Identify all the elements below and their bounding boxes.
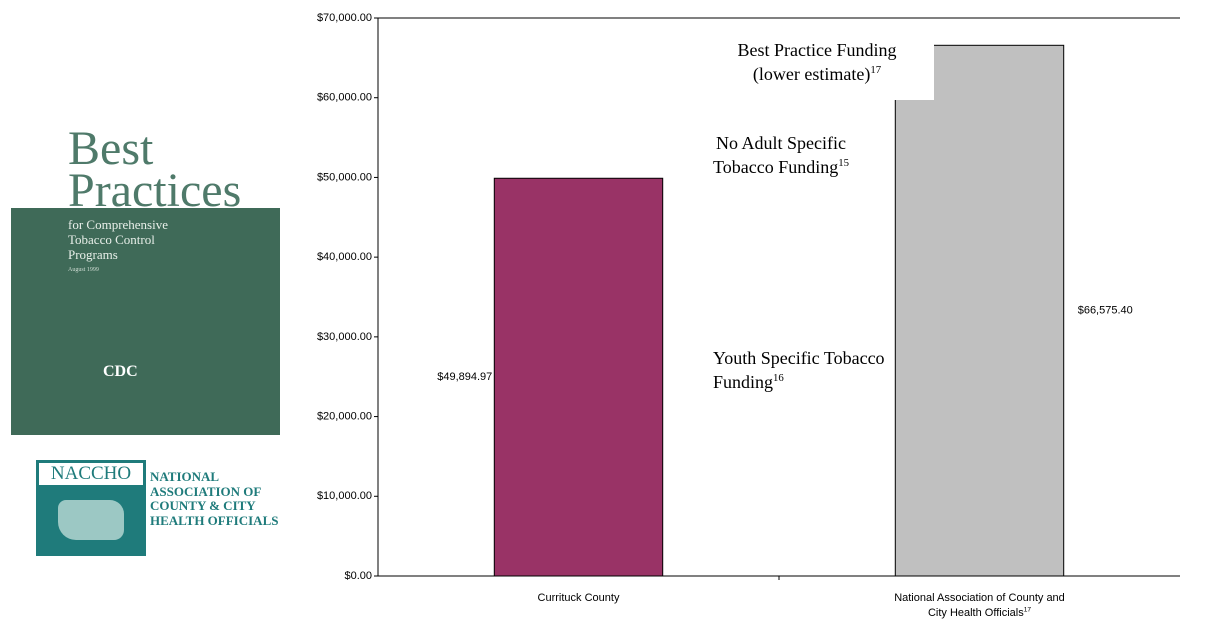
- category-note: 17: [1023, 606, 1032, 614]
- annotation: Best Practice Funding (lower estimate)17: [717, 38, 917, 86]
- logo-name: NATIONAL ASSOCIATION OF COUNTY & CITY HE…: [150, 469, 279, 528]
- bar: [894, 44, 1065, 577]
- annotation-note: 15: [838, 157, 849, 169]
- logo-map: [58, 500, 124, 540]
- x-tick-label: National Association of County and City …: [885, 591, 1075, 621]
- y-tick-label: $60,000.00: [317, 92, 372, 104]
- x-tick-label: Currituck County: [484, 591, 674, 606]
- y-tick-label: $0.00: [344, 570, 372, 582]
- annotation-box: [712, 36, 934, 100]
- bar: [493, 177, 664, 577]
- annotation-note: 16: [773, 372, 784, 384]
- value-label: $49,894.97: [437, 371, 492, 383]
- annotation-note: 17: [870, 64, 882, 76]
- annotation: Youth Specific Tobacco Funding16: [713, 346, 913, 394]
- y-tick-label: $30,000.00: [317, 331, 372, 343]
- y-tick-label: $70,000.00: [317, 12, 372, 24]
- cover-date: August 1999: [68, 267, 99, 273]
- cover-title: Practices: [68, 164, 242, 217]
- y-tick-label: $20,000.00: [317, 410, 372, 422]
- logo: NACCHO: [36, 460, 146, 556]
- annotation: No Adult Specific Tobacco Funding15: [695, 131, 867, 179]
- cover-agency: CDC: [103, 363, 138, 380]
- value-label: $66,575.40: [1078, 305, 1133, 317]
- cover: Best Practices for Comprehensive Tobacco…: [11, 95, 280, 435]
- category-text: Currituck County: [537, 592, 620, 604]
- annotation-text: Best Practice Funding (lower estimate): [737, 40, 897, 84]
- cover-subtitle: for Comprehensive Tobacco Control Progra…: [68, 217, 169, 262]
- category-text: National Association of County and City …: [894, 592, 1065, 619]
- y-tick-label: $10,000.00: [317, 490, 372, 502]
- y-tick-label: $50,000.00: [317, 171, 372, 183]
- annotation-text: Youth Specific Tobacco Funding: [713, 348, 885, 392]
- cover-panel: [11, 208, 280, 435]
- y-tick-label: $40,000.00: [317, 251, 372, 263]
- logo-abbr: NACCHO: [39, 463, 143, 485]
- annotation-text: No Adult Specific Tobacco Funding: [712, 133, 846, 177]
- cover-title: Best: [68, 122, 154, 175]
